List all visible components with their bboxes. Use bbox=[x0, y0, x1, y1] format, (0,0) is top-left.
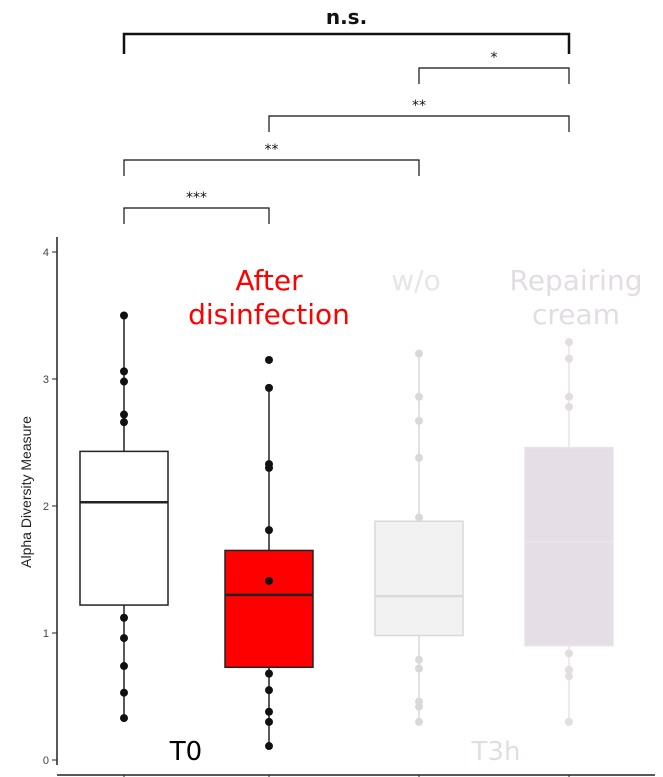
box-group-2 bbox=[224, 355, 314, 751]
data-point bbox=[120, 688, 128, 697]
data-point bbox=[265, 460, 273, 469]
group-label: w/o bbox=[391, 264, 440, 297]
data-point bbox=[265, 742, 273, 751]
data-point bbox=[120, 634, 128, 643]
data-point bbox=[120, 662, 128, 671]
data-point bbox=[265, 717, 273, 726]
box bbox=[224, 549, 314, 669]
data-point bbox=[415, 392, 423, 401]
box bbox=[374, 520, 464, 637]
data-point bbox=[265, 576, 273, 585]
data-point bbox=[415, 664, 423, 673]
group-label: After disinfection bbox=[188, 264, 350, 331]
data-point bbox=[120, 613, 128, 622]
y-tick-label: 0 bbox=[43, 755, 49, 767]
group-labels: After disinfection w/o Repairing cream T0 T3h bbox=[169, 264, 643, 767]
significance-bracket bbox=[123, 207, 270, 224]
significance-label: ** bbox=[265, 142, 279, 158]
data-point bbox=[265, 707, 273, 716]
data-point bbox=[415, 697, 423, 706]
box bbox=[79, 450, 169, 606]
data-point bbox=[120, 377, 128, 386]
box-group-3 bbox=[374, 349, 464, 726]
data-point bbox=[565, 338, 573, 347]
data-point bbox=[265, 355, 273, 364]
data-point bbox=[565, 665, 573, 674]
y-axis: 0 1 2 3 4 bbox=[43, 237, 655, 777]
significance-bracket bbox=[418, 67, 570, 84]
data-point bbox=[565, 717, 573, 726]
data-point bbox=[120, 367, 128, 376]
data-point bbox=[415, 349, 423, 358]
data-point bbox=[265, 383, 273, 392]
significance-label: *** bbox=[186, 190, 207, 206]
y-axis-label: Alpha Diversity Measure bbox=[18, 416, 34, 568]
data-point bbox=[565, 649, 573, 658]
data-point bbox=[120, 311, 128, 320]
box-group-4 bbox=[524, 338, 614, 726]
data-point bbox=[565, 672, 573, 681]
significance-label: * bbox=[491, 50, 498, 66]
data-point bbox=[120, 714, 128, 723]
box-group-1 bbox=[79, 311, 169, 723]
significance-brackets: n.s.******** bbox=[122, 5, 571, 224]
group-label: Repairing cream bbox=[510, 264, 643, 331]
significance-label: n.s. bbox=[326, 5, 367, 29]
data-point bbox=[120, 418, 128, 427]
y-tick-label: 3 bbox=[43, 374, 49, 386]
boxplots bbox=[79, 311, 614, 751]
y-tick-label: 1 bbox=[43, 628, 49, 640]
significance-bracket bbox=[268, 115, 570, 132]
data-point bbox=[415, 513, 423, 522]
significance-label: ** bbox=[412, 98, 426, 114]
y-tick-label: 4 bbox=[43, 247, 49, 259]
y-tick-label: 2 bbox=[43, 501, 49, 513]
data-point bbox=[565, 354, 573, 363]
data-point bbox=[265, 526, 273, 535]
data-point bbox=[415, 453, 423, 462]
data-point bbox=[565, 392, 573, 401]
data-point bbox=[565, 402, 573, 411]
data-point bbox=[265, 669, 273, 678]
data-point bbox=[415, 655, 423, 664]
data-point bbox=[415, 416, 423, 425]
time-label: T0 bbox=[169, 737, 202, 767]
time-label: T3h bbox=[471, 737, 521, 767]
data-point bbox=[265, 686, 273, 695]
significance-bracket bbox=[123, 159, 420, 176]
box bbox=[524, 446, 614, 647]
data-point bbox=[120, 410, 128, 419]
significance-bracket bbox=[122, 32, 571, 54]
data-point bbox=[415, 717, 423, 726]
